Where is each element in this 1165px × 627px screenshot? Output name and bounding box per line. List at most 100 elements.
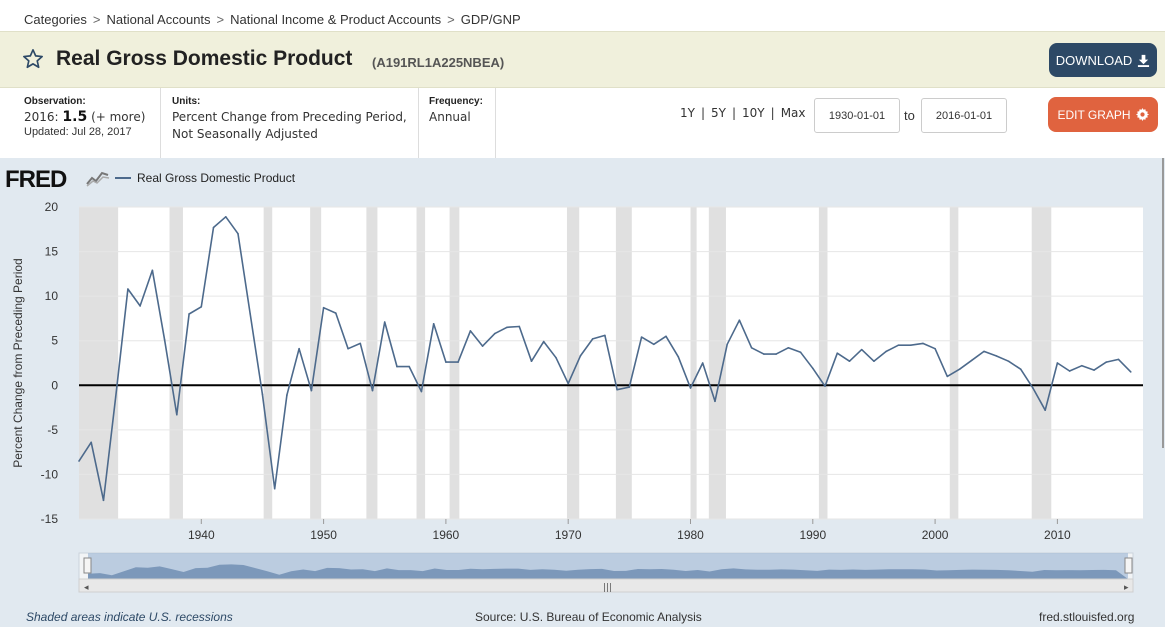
data-point [114, 396, 117, 398]
page-title: Real Gross Domestic Product [56, 47, 353, 70]
units-line-2: Not Seasonally Adjusted [172, 127, 318, 141]
star-icon[interactable] [22, 48, 44, 70]
y-tick-label: 15 [45, 245, 59, 259]
data-point [273, 487, 276, 490]
scroll-right-icon[interactable]: ▸ [1124, 583, 1129, 593]
data-point [970, 359, 973, 362]
recession-band [1031, 207, 1052, 519]
recession-band [416, 207, 426, 519]
data-point [604, 334, 606, 337]
data-point [1007, 360, 1010, 363]
more-link[interactable]: (+ more) [91, 110, 146, 124]
data-point [200, 306, 203, 308]
legend-label: Real Gross Domestic Product [137, 171, 296, 185]
data-point [799, 351, 802, 354]
observation-label: Observation: [24, 96, 86, 107]
download-button[interactable]: DOWNLOAD [1049, 43, 1157, 77]
x-axis-ticks: 1940 1950 1960 1970 1980 1990 2000 2010 [188, 519, 1071, 542]
range-link-1y[interactable]: 1Y [680, 106, 695, 120]
download-button-label: DOWNLOAD [1055, 52, 1133, 68]
breadcrumb-item[interactable]: National Income & Product Accounts [230, 11, 442, 27]
edit-graph-button[interactable]: EDIT GRAPH [1048, 97, 1158, 132]
data-point [848, 360, 851, 363]
end-date-input[interactable]: 2016-01-01 [921, 98, 1007, 133]
data-point [922, 342, 924, 345]
range-link-10y[interactable]: 10Y [742, 106, 765, 120]
download-icon [1138, 54, 1150, 67]
data-point [481, 345, 484, 347]
chart-line-icon [86, 171, 110, 187]
divider [418, 88, 419, 158]
data-point [127, 288, 129, 290]
x-tick-label: 2010 [1044, 528, 1071, 542]
units-section: Units: Percent Change from Preceding Per… [172, 96, 407, 143]
start-date-input[interactable]: 1930-01-01 [814, 98, 900, 133]
range-navigator[interactable]: ◂ ||| ▸ [78, 552, 1134, 593]
y-tick-label: -10 [41, 467, 59, 481]
series-meta: Observation: 2016: 1.5 (+ more) Updated:… [0, 88, 1165, 158]
data-point [371, 389, 374, 392]
recession-band [366, 207, 378, 519]
recession-band [690, 207, 697, 519]
breadcrumb-item[interactable]: Categories [24, 11, 87, 27]
recession-band [566, 207, 580, 519]
data-point [1032, 387, 1034, 389]
data-point [1068, 370, 1071, 372]
site-link[interactable]: fred.stlouisfed.org [1039, 610, 1135, 624]
data-point [212, 226, 215, 229]
data-point [787, 347, 790, 349]
data-point [555, 356, 557, 359]
x-tick-label: 1960 [433, 528, 460, 542]
x-tick-label: 1970 [555, 528, 582, 542]
recession-band [708, 207, 726, 519]
fred-logo[interactable]: FRED [5, 166, 67, 193]
navigator-handle-right[interactable] [1124, 557, 1133, 574]
data-point [249, 313, 252, 315]
y-axis-label: Percent Change from Preceding Period [11, 258, 25, 467]
data-point [726, 343, 728, 346]
data-point [78, 460, 80, 462]
data-point [689, 387, 692, 389]
range-separator: | [770, 106, 775, 120]
data-point [420, 390, 423, 393]
breadcrumb-item[interactable]: National Accounts [106, 11, 211, 27]
range-link-max[interactable]: Max [780, 106, 806, 120]
scroll-grip-icon[interactable]: ||| [603, 583, 612, 593]
breadcrumb-item[interactable]: GDP/GNP [460, 11, 521, 27]
divider [495, 88, 496, 158]
x-tick-label: 1980 [677, 528, 704, 542]
recession-band [818, 207, 828, 519]
data-point [139, 305, 141, 307]
data-point [616, 388, 618, 391]
data-point [983, 350, 985, 353]
navigator-scrollbar[interactable] [78, 578, 1134, 593]
series-id: (A191RL1A225NBEA) [372, 55, 505, 70]
data-point [1093, 369, 1095, 371]
data-point [946, 375, 949, 378]
scrollbar-track[interactable] [1162, 158, 1164, 448]
data-point [677, 355, 680, 358]
range-link-5y[interactable]: 5Y [711, 106, 726, 120]
navigator-handle-left[interactable] [83, 557, 92, 574]
graph-footer: Shaded areas indicate U.S. recessions So… [0, 610, 1165, 627]
data-point [176, 413, 178, 416]
data-point [310, 389, 313, 392]
legend-swatch [115, 177, 131, 179]
data-point [860, 348, 863, 351]
data-point [261, 393, 264, 396]
edit-graph-label: EDIT GRAPH [1057, 107, 1131, 122]
source-note[interactable]: Source: U.S. Bureau of Economic Analysis [475, 610, 702, 624]
data-point [383, 321, 386, 323]
data-point [653, 343, 655, 346]
data-points [78, 216, 1132, 502]
scroll-left-icon[interactable]: ◂ [84, 583, 89, 593]
y-tick-label: 5 [51, 334, 58, 348]
x-tick-label: 1940 [188, 528, 215, 542]
y-tick-label: 20 [45, 200, 59, 214]
data-point [445, 361, 447, 363]
data-point [701, 362, 704, 364]
divider [160, 88, 161, 158]
data-point [151, 269, 154, 272]
recession-band [263, 207, 273, 519]
chart-legend: Real Gross Domestic Product [115, 171, 295, 185]
